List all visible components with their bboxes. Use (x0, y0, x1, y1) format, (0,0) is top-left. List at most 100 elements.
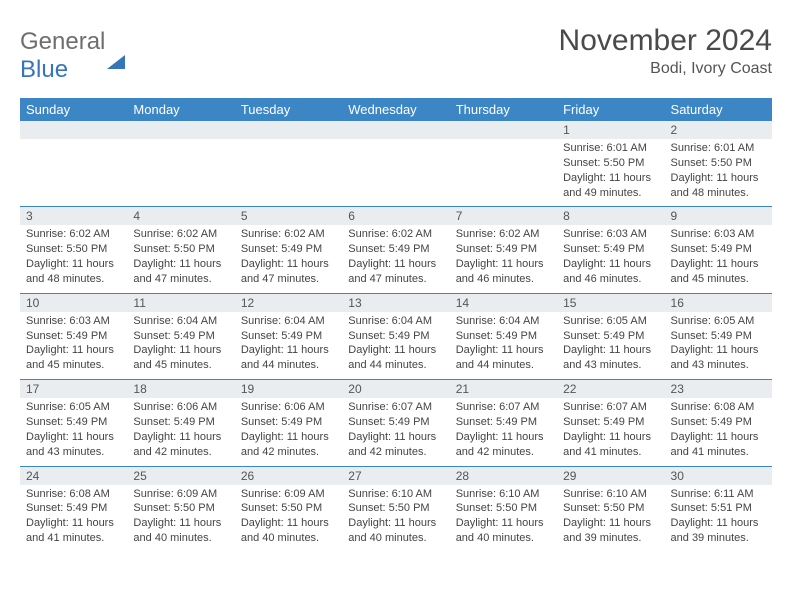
daylight-text: Daylight: 11 hours and 47 minutes. (241, 257, 336, 287)
calendar-cell (20, 121, 127, 207)
day-details (20, 139, 127, 199)
day-details: Sunrise: 6:04 AMSunset: 5:49 PMDaylight:… (235, 312, 342, 379)
weekday-header: Saturday (665, 98, 772, 121)
calendar-cell: 28Sunrise: 6:10 AMSunset: 5:50 PMDayligh… (450, 466, 557, 552)
day-details: Sunrise: 6:05 AMSunset: 5:49 PMDaylight:… (665, 312, 772, 379)
day-details: Sunrise: 6:04 AMSunset: 5:49 PMDaylight:… (127, 312, 234, 379)
sunset-text: Sunset: 5:49 PM (456, 415, 551, 430)
calendar-cell: 21Sunrise: 6:07 AMSunset: 5:49 PMDayligh… (450, 380, 557, 466)
logo-word1: General (20, 28, 105, 55)
day-details: Sunrise: 6:04 AMSunset: 5:49 PMDaylight:… (450, 312, 557, 379)
sunset-text: Sunset: 5:50 PM (671, 156, 766, 171)
calendar-cell: 7Sunrise: 6:02 AMSunset: 5:49 PMDaylight… (450, 207, 557, 293)
daylight-text: Daylight: 11 hours and 48 minutes. (26, 257, 121, 287)
sunset-text: Sunset: 5:49 PM (348, 329, 443, 344)
day-number (342, 121, 449, 139)
daylight-text: Daylight: 11 hours and 44 minutes. (348, 343, 443, 373)
sunrise-text: Sunrise: 6:11 AM (671, 487, 766, 502)
sunset-text: Sunset: 5:49 PM (133, 415, 228, 430)
sunset-text: Sunset: 5:49 PM (671, 329, 766, 344)
sunrise-text: Sunrise: 6:07 AM (563, 400, 658, 415)
day-details: Sunrise: 6:08 AMSunset: 5:49 PMDaylight:… (665, 398, 772, 465)
day-number: 12 (235, 294, 342, 312)
weekday-header: Wednesday (342, 98, 449, 121)
day-number (450, 121, 557, 139)
sunrise-text: Sunrise: 6:05 AM (671, 314, 766, 329)
sunset-text: Sunset: 5:50 PM (348, 501, 443, 516)
day-number: 11 (127, 294, 234, 312)
weekday-header: Friday (557, 98, 664, 121)
sunset-text: Sunset: 5:49 PM (671, 242, 766, 257)
daylight-text: Daylight: 11 hours and 40 minutes. (456, 516, 551, 546)
day-number: 17 (20, 380, 127, 398)
day-number: 10 (20, 294, 127, 312)
day-number: 25 (127, 467, 234, 485)
calendar-cell: 26Sunrise: 6:09 AMSunset: 5:50 PMDayligh… (235, 466, 342, 552)
weekday-header: Tuesday (235, 98, 342, 121)
header: GeneralBlue November 2024 Bodi, Ivory Co… (20, 24, 772, 84)
sunset-text: Sunset: 5:49 PM (241, 242, 336, 257)
sunrise-text: Sunrise: 6:07 AM (456, 400, 551, 415)
day-number: 24 (20, 467, 127, 485)
weekday-header: Sunday (20, 98, 127, 121)
daylight-text: Daylight: 11 hours and 45 minutes. (133, 343, 228, 373)
sunrise-text: Sunrise: 6:06 AM (241, 400, 336, 415)
day-details: Sunrise: 6:05 AMSunset: 5:49 PMDaylight:… (557, 312, 664, 379)
sunrise-text: Sunrise: 6:10 AM (563, 487, 658, 502)
day-number: 6 (342, 207, 449, 225)
calendar-cell (450, 121, 557, 207)
calendar-cell: 4Sunrise: 6:02 AMSunset: 5:50 PMDaylight… (127, 207, 234, 293)
weekday-header: Thursday (450, 98, 557, 121)
sunrise-text: Sunrise: 6:03 AM (563, 227, 658, 242)
day-number: 9 (665, 207, 772, 225)
day-details: Sunrise: 6:10 AMSunset: 5:50 PMDaylight:… (557, 485, 664, 552)
day-details: Sunrise: 6:02 AMSunset: 5:50 PMDaylight:… (20, 225, 127, 292)
day-details: Sunrise: 6:07 AMSunset: 5:49 PMDaylight:… (557, 398, 664, 465)
calendar-cell (235, 121, 342, 207)
sunset-text: Sunset: 5:50 PM (563, 501, 658, 516)
calendar-cell: 14Sunrise: 6:04 AMSunset: 5:49 PMDayligh… (450, 293, 557, 379)
sunrise-text: Sunrise: 6:01 AM (563, 141, 658, 156)
day-details (127, 139, 234, 199)
sunset-text: Sunset: 5:50 PM (456, 501, 551, 516)
sunrise-text: Sunrise: 6:10 AM (456, 487, 551, 502)
sunrise-text: Sunrise: 6:02 AM (133, 227, 228, 242)
sunset-text: Sunset: 5:50 PM (26, 242, 121, 257)
day-number: 7 (450, 207, 557, 225)
sunrise-text: Sunrise: 6:10 AM (348, 487, 443, 502)
day-number: 21 (450, 380, 557, 398)
sunset-text: Sunset: 5:49 PM (671, 415, 766, 430)
day-details: Sunrise: 6:05 AMSunset: 5:49 PMDaylight:… (20, 398, 127, 465)
daylight-text: Daylight: 11 hours and 46 minutes. (456, 257, 551, 287)
day-number: 13 (342, 294, 449, 312)
day-details: Sunrise: 6:10 AMSunset: 5:50 PMDaylight:… (450, 485, 557, 552)
day-number: 19 (235, 380, 342, 398)
daylight-text: Daylight: 11 hours and 40 minutes. (133, 516, 228, 546)
calendar-cell: 20Sunrise: 6:07 AMSunset: 5:49 PMDayligh… (342, 380, 449, 466)
sunrise-text: Sunrise: 6:08 AM (671, 400, 766, 415)
day-details: Sunrise: 6:03 AMSunset: 5:49 PMDaylight:… (557, 225, 664, 292)
calendar-cell: 23Sunrise: 6:08 AMSunset: 5:49 PMDayligh… (665, 380, 772, 466)
sunrise-text: Sunrise: 6:02 AM (348, 227, 443, 242)
calendar-cell: 9Sunrise: 6:03 AMSunset: 5:49 PMDaylight… (665, 207, 772, 293)
daylight-text: Daylight: 11 hours and 40 minutes. (241, 516, 336, 546)
sunrise-text: Sunrise: 6:03 AM (26, 314, 121, 329)
sunset-text: Sunset: 5:49 PM (133, 329, 228, 344)
daylight-text: Daylight: 11 hours and 45 minutes. (26, 343, 121, 373)
day-number: 20 (342, 380, 449, 398)
sunrise-text: Sunrise: 6:02 AM (26, 227, 121, 242)
calendar-cell: 19Sunrise: 6:06 AMSunset: 5:49 PMDayligh… (235, 380, 342, 466)
day-details (342, 139, 449, 199)
calendar-cell: 25Sunrise: 6:09 AMSunset: 5:50 PMDayligh… (127, 466, 234, 552)
daylight-text: Daylight: 11 hours and 44 minutes. (241, 343, 336, 373)
calendar-cell: 12Sunrise: 6:04 AMSunset: 5:49 PMDayligh… (235, 293, 342, 379)
day-details: Sunrise: 6:11 AMSunset: 5:51 PMDaylight:… (665, 485, 772, 552)
sunset-text: Sunset: 5:50 PM (133, 501, 228, 516)
day-number: 14 (450, 294, 557, 312)
day-number: 15 (557, 294, 664, 312)
day-details (235, 139, 342, 199)
day-number: 23 (665, 380, 772, 398)
calendar-cell: 24Sunrise: 6:08 AMSunset: 5:49 PMDayligh… (20, 466, 127, 552)
sunrise-text: Sunrise: 6:04 AM (456, 314, 551, 329)
daylight-text: Daylight: 11 hours and 42 minutes. (133, 430, 228, 460)
